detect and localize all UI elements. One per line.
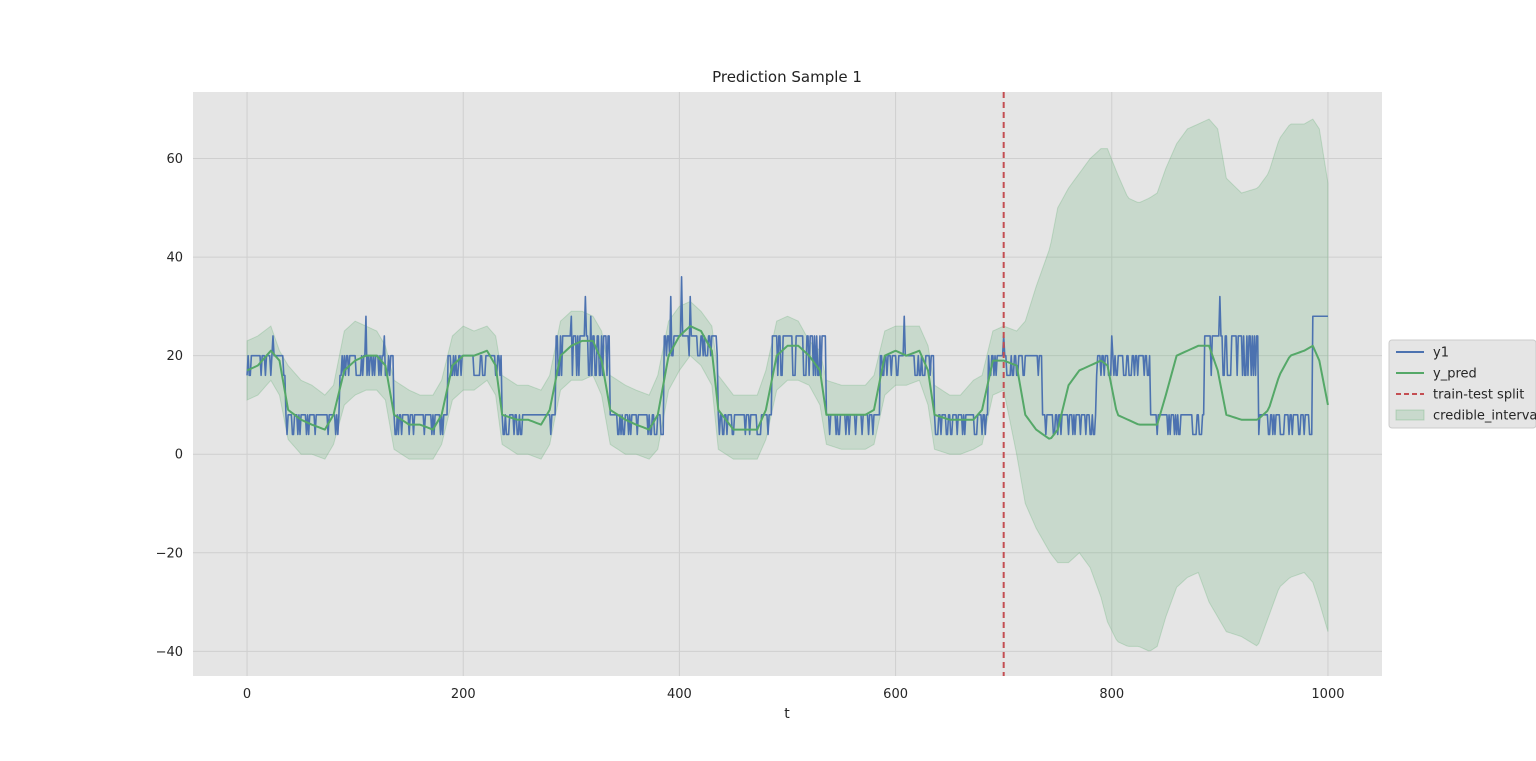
chart-title: Prediction Sample 1 [712,68,862,86]
y-tick-label: 0 [175,448,183,463]
y-tick-label: 20 [166,349,183,364]
grid [193,92,1382,676]
x-tick-label: 600 [883,687,908,702]
legend-swatch [1395,409,1425,421]
y-tick-label: 40 [166,251,183,266]
x-tick-label: 400 [667,687,692,702]
series-lines [246,276,1329,440]
legend-box [1388,339,1536,429]
y-tick-label: −40 [156,645,183,660]
series-y1-line [246,276,1328,436]
y-tick-label: 60 [166,152,183,167]
series-y-pred-line [246,325,1329,440]
x-tick-label: 1000 [1311,687,1344,702]
legend: y1 y_pred train-test split credible_interva… [1388,339,1536,429]
x-axis-label: t [784,706,790,722]
x-tick-label: 200 [451,687,476,702]
legend-label: y_pred [1433,367,1477,382]
legend-label: y1 [1433,346,1449,361]
x-axis-ticks: 0 200 400 600 800 1000 [243,687,1345,702]
y-tick-label: −20 [156,546,183,561]
x-tick-label: 0 [243,687,251,702]
legend-label: train-test split [1433,388,1524,403]
y-axis-ticks: −40 −20 0 20 40 60 [156,152,183,660]
x-tick-label: 800 [1099,687,1124,702]
legend-label: credible_interval [1433,409,1536,424]
plot-area [193,92,1382,676]
